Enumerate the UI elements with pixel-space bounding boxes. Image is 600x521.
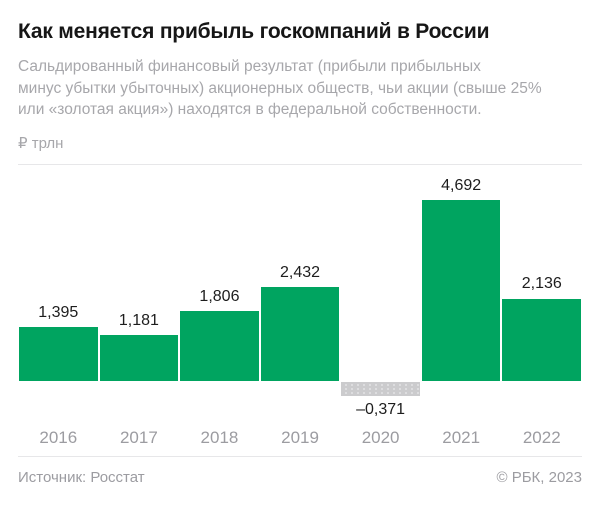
- x-tick-label-2022: 2022: [522, 427, 561, 447]
- bar-2018: [180, 311, 259, 381]
- bar-slot-2022: 2,136 2022: [501, 165, 582, 456]
- credit-label: © РБК, 2023: [496, 468, 582, 486]
- bar-slot-2018: 1,806 2018: [179, 165, 260, 456]
- x-tick-label-2018: 2018: [200, 427, 239, 447]
- bar-2017: [99, 335, 179, 381]
- bar-2016: [19, 326, 98, 381]
- bar-value-label-2018: 1,806: [199, 288, 240, 306]
- x-tick-label-2020: 2020: [361, 427, 400, 447]
- bar-value-label-2017: 1,181: [118, 312, 159, 330]
- bar-slot-2021: 4,692 2021: [421, 165, 502, 456]
- bar-slot-2016: 1,395 2016: [18, 165, 99, 456]
- bar-value-label-2019: 2,432: [280, 264, 321, 282]
- bar-2020: [341, 381, 420, 396]
- x-tick-label-2021: 2021: [442, 427, 481, 447]
- page-title: Как меняется прибыль госкомпаний в Росси…: [18, 20, 490, 43]
- infographic-card: Как меняется прибыль госкомпаний в Росси…: [0, 18, 600, 521]
- chart-subtitle: Сальдированный финансовый результат (при…: [18, 58, 542, 118]
- x-tick-label-2016: 2016: [39, 427, 78, 447]
- x-tick-label-2019: 2019: [281, 427, 319, 447]
- bar-2021: [421, 200, 501, 381]
- x-tick-label-2017: 2017: [119, 427, 158, 447]
- bar-2019: [260, 287, 340, 381]
- y-axis-unit-label: ₽ трлн: [18, 134, 64, 152]
- bar-value-label-2022: 2,136: [521, 275, 562, 293]
- bar-value-label-2021: 4,692: [441, 177, 482, 195]
- source-label: Источник: Росстат: [18, 468, 145, 486]
- top-divider: [18, 163, 582, 165]
- footer: Источник: Росстат © РБК, 2023: [18, 455, 582, 488]
- bar-2022: [502, 298, 582, 381]
- bar-slot-2017: 1,181 2017: [99, 165, 180, 456]
- bar-chart-plot-area: 1,395 2016 1,181 2017 1,806 2018 2,432 2019 –0,3…: [18, 165, 582, 456]
- bar-slot-2020: –0,371 2020: [340, 165, 421, 456]
- bar-slot-2019: 2,432 2019: [260, 165, 341, 456]
- bar-value-label-2016: 1,395: [38, 303, 79, 321]
- bar-value-label-2020: –0,371: [356, 400, 406, 418]
